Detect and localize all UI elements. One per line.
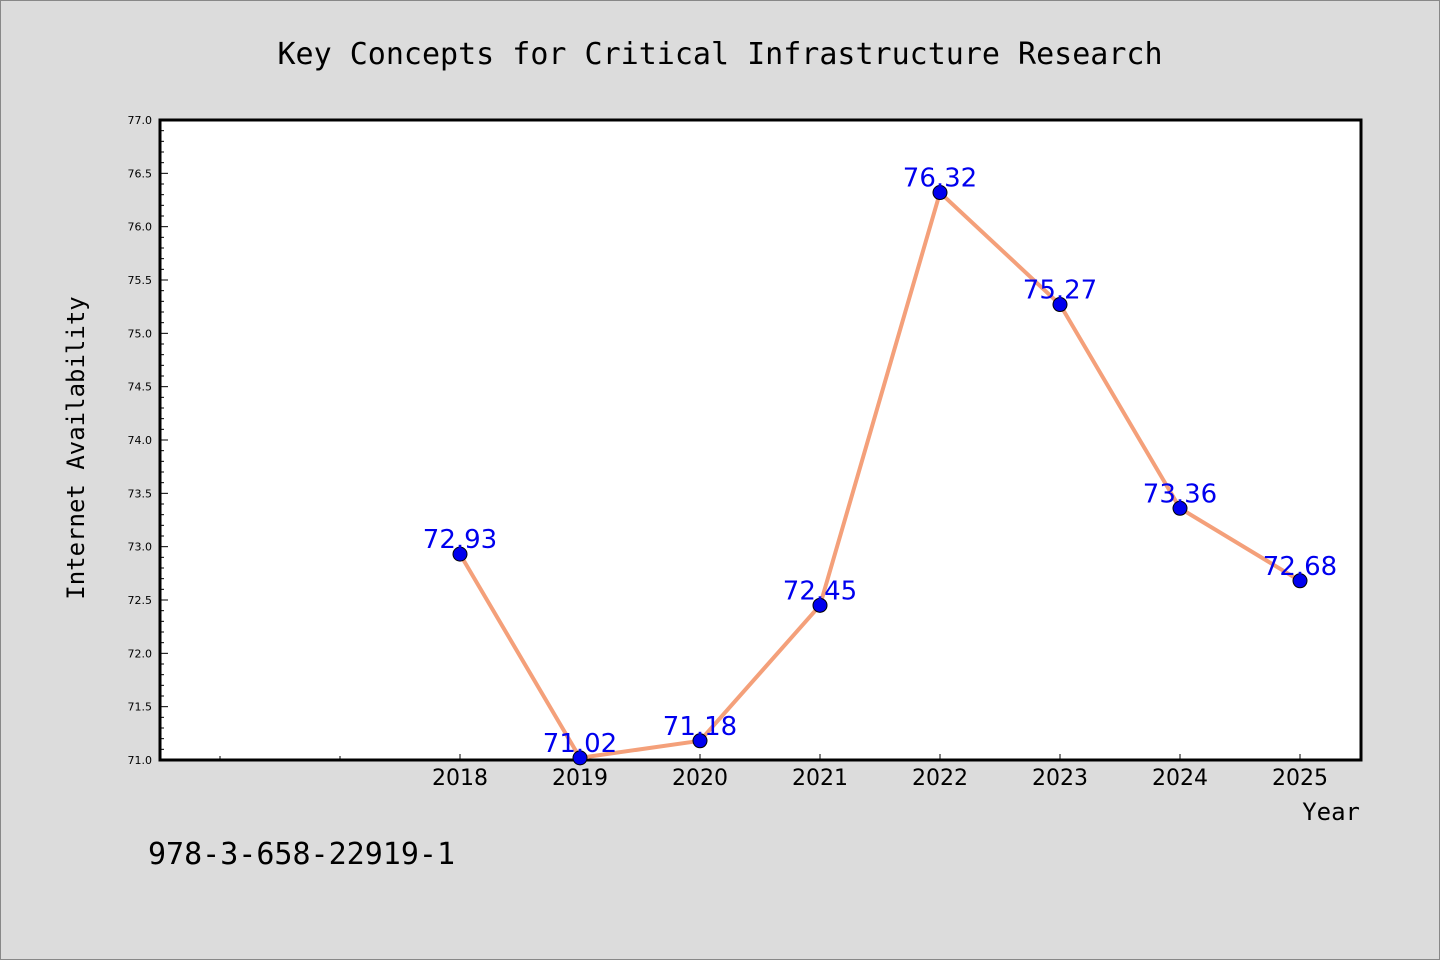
y-tick-label: 77.0: [128, 114, 153, 127]
y-tick-label: 71.5: [128, 701, 153, 714]
y-tick-label: 73.0: [128, 541, 153, 554]
data-point: [1172, 500, 1188, 516]
x-tick-label: 2018: [432, 766, 488, 791]
y-tick-label: 76.0: [128, 221, 153, 234]
data-label: 76.32: [903, 164, 977, 194]
data-point: [812, 597, 828, 613]
data-label: 72.68: [1263, 552, 1337, 582]
y-tick-label: 72.5: [128, 594, 153, 607]
data-label: 71.18: [663, 712, 737, 742]
y-tick-label: 74.0: [128, 434, 153, 447]
x-axis: 2018 2019 2020 2021 2022 2023 2024 2025: [219, 754, 1328, 791]
y-tick-label: 72.0: [128, 647, 153, 660]
data-point: [572, 750, 588, 766]
data-point: [1052, 297, 1068, 313]
y-axis: 71.0 71.5 72.0 72.5 73.0 73.5 74.0 74.5 75.0 75.5…: [128, 114, 168, 767]
y-tick-label: 75.0: [128, 327, 153, 340]
y-tick-label: 75.5: [128, 274, 153, 287]
x-tick-label: 2019: [552, 766, 608, 791]
plot-area: [158, 118, 1363, 762]
x-tick-label: 2024: [1152, 766, 1208, 791]
x-tick-label: 2021: [792, 766, 848, 791]
data-label: 73.36: [1143, 479, 1217, 509]
x-tick-label: 2025: [1272, 766, 1328, 791]
data-point: [692, 733, 708, 749]
x-tick-label: 2020: [672, 766, 728, 791]
x-tick-label: 2022: [912, 766, 968, 791]
data-label: 75.27: [1023, 276, 1097, 306]
y-tick-label: 74.5: [128, 381, 153, 394]
series-line-group: 72.93 71.02 71.18 72.45 76.32 75.27 73.36 72.68: [423, 164, 1337, 766]
y-tick-label: 71.0: [128, 754, 153, 767]
data-point: [1292, 573, 1308, 589]
x-tick-label: 2023: [1032, 766, 1088, 791]
data-label: 71.02: [543, 729, 617, 759]
series-line: [458, 190, 1302, 760]
x-axis-label: Year: [1302, 798, 1360, 826]
isbn-text: 978-3-658-22919-1: [148, 837, 455, 872]
y-axis-label: Internet Availability: [62, 296, 90, 599]
y-tick-label: 76.5: [128, 167, 153, 180]
chart-title: Key Concepts for Critical Infrastructure…: [277, 37, 1162, 72]
y-tick-label: 73.5: [128, 487, 153, 500]
data-point: [452, 546, 468, 562]
data-label: 72.45: [783, 576, 857, 606]
data-point: [932, 185, 948, 201]
data-label: 72.93: [423, 525, 497, 555]
